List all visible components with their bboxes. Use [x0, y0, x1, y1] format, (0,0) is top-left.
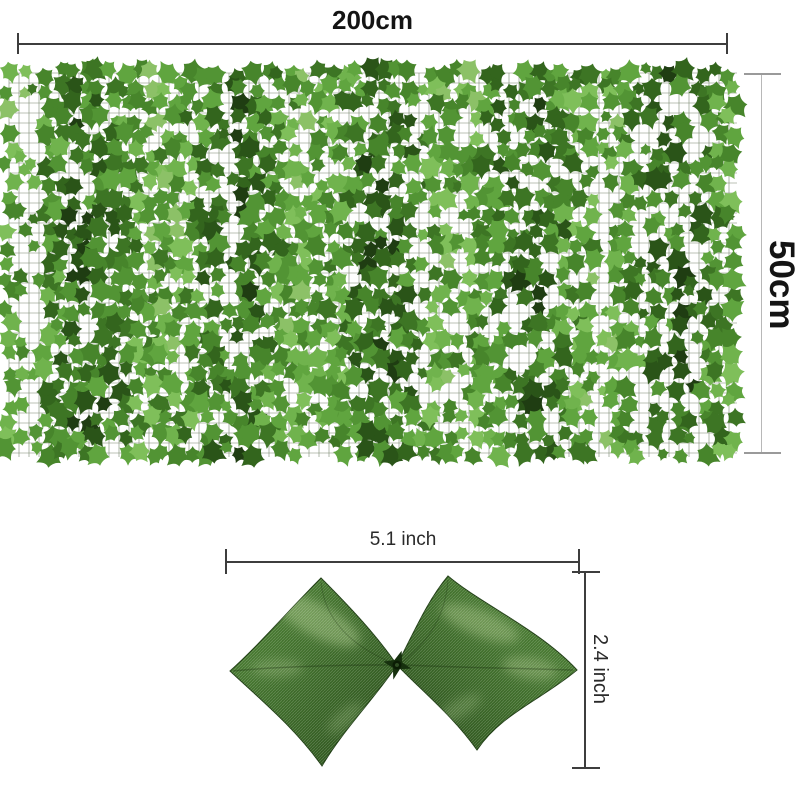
panel-width-label: 200cm: [332, 5, 413, 35]
leaf-height-label: 2.4 inch: [589, 634, 611, 705]
panel-height-dimension-line: [761, 74, 762, 453]
hedge-panel-image: [0, 52, 754, 475]
leaf-closeup-image: [229, 575, 578, 767]
leaf-veins: [232, 579, 574, 672]
leaf-height-tick-top: [572, 571, 600, 573]
leaf-width-dimension-line: [226, 561, 580, 563]
center-clip-icon: [383, 650, 412, 680]
left-leaf-fabric-texture: [230, 578, 397, 766]
panel-height-tick-top: [744, 73, 781, 75]
panel-height-label: 50cm: [762, 240, 800, 330]
panel-width-dimension-line: [18, 43, 728, 45]
panel-width-tick-left: [17, 33, 19, 54]
panel-height-tick-bottom: [744, 452, 781, 454]
leaf-width-tick-left: [225, 549, 227, 574]
leaf-width-label: 5.1 inch: [369, 529, 437, 550]
right-leaf-fabric-texture: [397, 576, 577, 750]
leaf-height-dimension-line: [584, 572, 586, 769]
panel-width-tick-right: [726, 33, 728, 54]
leaf-height-tick-bottom: [572, 767, 600, 769]
leaf-pair: [229, 575, 578, 767]
leaf-width-tick-right: [578, 549, 580, 574]
